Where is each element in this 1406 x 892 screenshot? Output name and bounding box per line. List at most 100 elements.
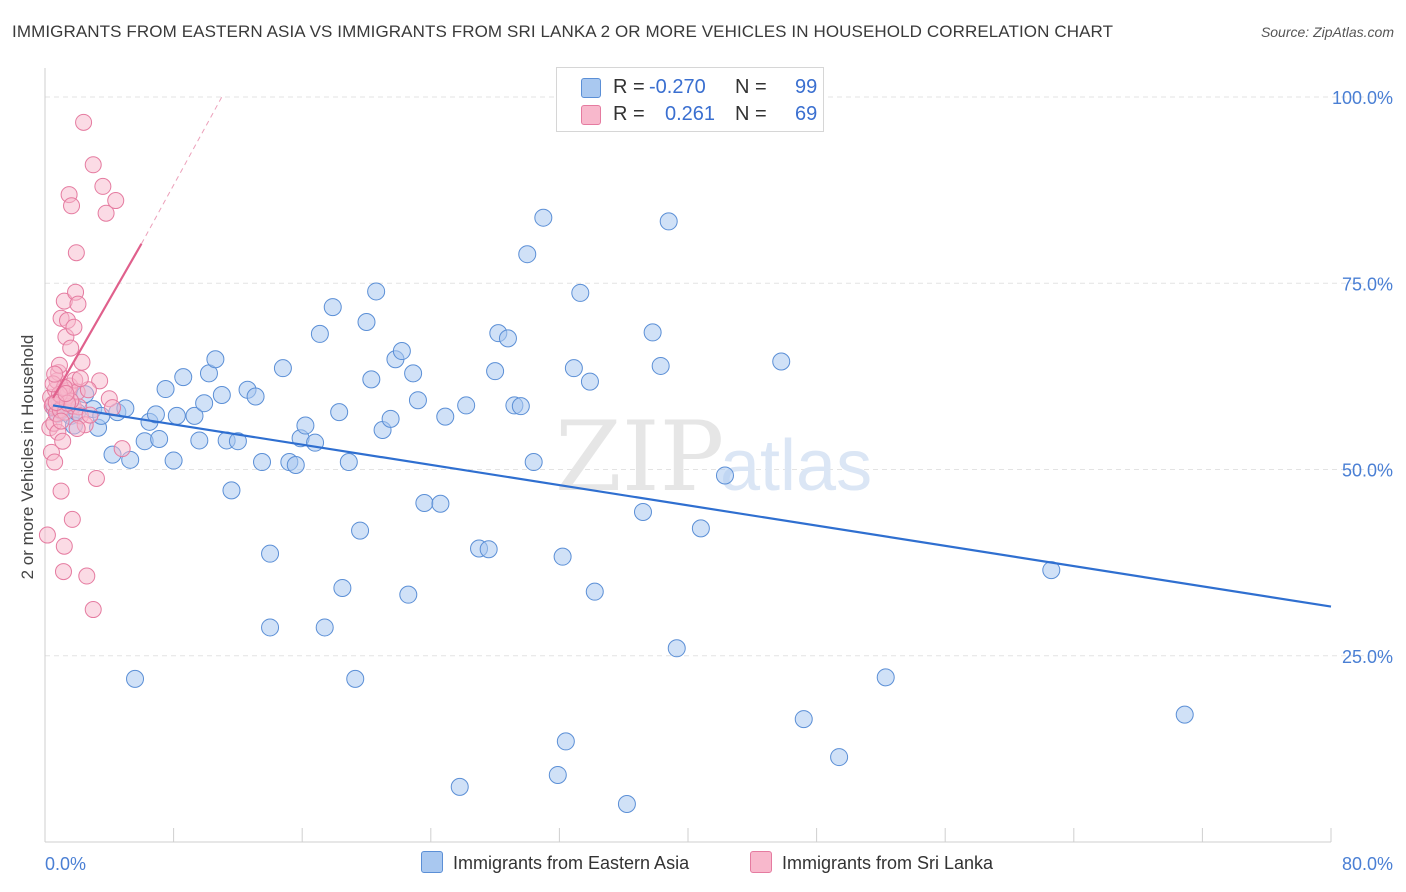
y-tick-labels: 25.0% 50.0% 75.0% 100.0% (1332, 88, 1393, 667)
data-point-sri-lanka (55, 537, 73, 555)
data-point-eastern-asia (156, 380, 175, 399)
x-tick-label-right: 80.0% (1342, 854, 1393, 874)
data-point-eastern-asia (212, 386, 231, 404)
data-point-eastern-asia (351, 521, 370, 540)
data-point-eastern-asia (286, 456, 305, 475)
data-point-sri-lanka (113, 440, 131, 458)
data-point-eastern-asia (185, 406, 204, 425)
data-point-eastern-asia (164, 451, 183, 470)
data-point-eastern-asia (457, 396, 476, 415)
legend-n-value: 69 (795, 103, 818, 125)
data-point-eastern-asia (585, 582, 604, 601)
data-point-eastern-asia (357, 312, 376, 331)
legend-n-value: 99 (795, 76, 818, 98)
correlation-legend: R = -0.270 N = 99 R = 0.261 N = 69 (556, 67, 824, 132)
watermark-atlas: atlas (720, 426, 872, 506)
chart-title: IMMIGRANTS FROM EASTERN ASIA VS IMMIGRAN… (12, 22, 1114, 41)
data-point-sri-lanka (91, 372, 109, 390)
data-point-eastern-asia (367, 282, 386, 301)
data-point-sri-lanka (68, 420, 86, 438)
data-point-eastern-asia (392, 342, 411, 361)
data-point-eastern-asia (362, 370, 381, 389)
data-point-eastern-asia (794, 710, 813, 729)
legend-r-value: -0.270 (649, 76, 706, 98)
data-point-eastern-asia (330, 403, 349, 422)
data-point-eastern-asia (564, 359, 583, 378)
data-point-sri-lanka (87, 469, 105, 487)
data-point-sri-lanka (107, 192, 125, 210)
data-point-eastern-asia (415, 494, 434, 513)
data-point-eastern-asia (222, 481, 241, 500)
data-point-eastern-asia (146, 405, 165, 424)
data-point-sri-lanka (65, 318, 83, 336)
data-point-sri-lanka (62, 339, 80, 357)
data-point-eastern-asia (315, 618, 334, 637)
trend-line-sri-lanka (52, 243, 143, 399)
data-point-eastern-asia (524, 453, 543, 472)
data-point-eastern-asia (381, 409, 400, 428)
x-tick-label-left: 0.0% (45, 854, 86, 874)
data-point-sri-lanka (46, 453, 64, 471)
y-tick-label: 100.0% (1332, 88, 1393, 108)
data-point-eastern-asia (273, 359, 292, 378)
legend-swatch-pink (581, 105, 601, 125)
data-point-sri-lanka (75, 113, 93, 131)
data-point-eastern-asia (167, 406, 186, 425)
data-point-eastern-asia (206, 350, 225, 369)
data-point-eastern-asia (346, 669, 365, 688)
data-point-sri-lanka (71, 370, 89, 388)
y-axis-label: 2 or more Vehicles in Household (18, 335, 37, 580)
data-point-eastern-asia (436, 407, 455, 426)
data-point-eastern-asia (486, 362, 505, 381)
bottom-legend-label: Immigrants from Eastern Asia (453, 853, 690, 873)
data-point-eastern-asia (479, 540, 498, 559)
data-point-eastern-asia (511, 397, 530, 416)
y-tick-label: 75.0% (1342, 274, 1393, 294)
legend-swatch-blue (581, 78, 601, 98)
data-point-sri-lanka (69, 295, 87, 313)
data-point-sri-lanka (52, 412, 70, 430)
trend-line-eastern-asia (52, 404, 1332, 608)
data-point-sri-lanka (67, 244, 85, 262)
data-point-sri-lanka (94, 177, 112, 195)
legend-r-label: R = (613, 103, 645, 125)
data-point-eastern-asia (126, 669, 145, 688)
grid-lines (45, 96, 1391, 657)
data-point-sri-lanka (97, 204, 115, 222)
y-tick-label: 25.0% (1342, 647, 1393, 667)
data-point-eastern-asia (404, 364, 423, 383)
data-point-sri-lanka (78, 567, 96, 585)
data-point-eastern-asia (691, 519, 710, 538)
data-point-eastern-asia (296, 416, 315, 435)
y-tick-label: 50.0% (1342, 461, 1393, 481)
data-point-eastern-asia (399, 585, 418, 604)
data-point-eastern-asia (617, 795, 636, 814)
trend-line-sri-lanka-extension (141, 96, 223, 245)
bottom-legend-sri-lanka: Immigrants from Sri Lanka (750, 851, 993, 874)
data-point-eastern-asia (431, 494, 450, 513)
data-point-eastern-asia (261, 618, 280, 637)
data-point-eastern-asia (174, 368, 193, 387)
watermark: ZIP atlas (555, 401, 872, 513)
trend-lines (52, 96, 1332, 608)
data-point-sri-lanka (63, 510, 81, 528)
data-point-eastern-asia (633, 502, 652, 521)
data-point-sri-lanka (84, 156, 102, 174)
data-point-eastern-asia (190, 431, 209, 450)
data-point-eastern-asia (228, 432, 247, 451)
data-point-eastern-asia (667, 639, 686, 658)
bottom-legend-swatch-blue (421, 851, 443, 873)
data-point-eastern-asia (323, 298, 342, 317)
data-point-eastern-asia (333, 578, 352, 597)
data-point-eastern-asia (450, 777, 469, 796)
x-tick-labels: 0.0% 80.0% (45, 854, 1393, 874)
data-point-sri-lanka (54, 563, 72, 581)
data-point-sri-lanka (54, 432, 72, 450)
data-point-eastern-asia (659, 212, 678, 231)
data-point-eastern-asia (518, 245, 537, 264)
data-point-eastern-asia (310, 324, 329, 343)
data-point-eastern-asia (195, 394, 214, 413)
data-point-eastern-asia (1175, 705, 1194, 724)
data-point-eastern-asia (253, 453, 272, 472)
